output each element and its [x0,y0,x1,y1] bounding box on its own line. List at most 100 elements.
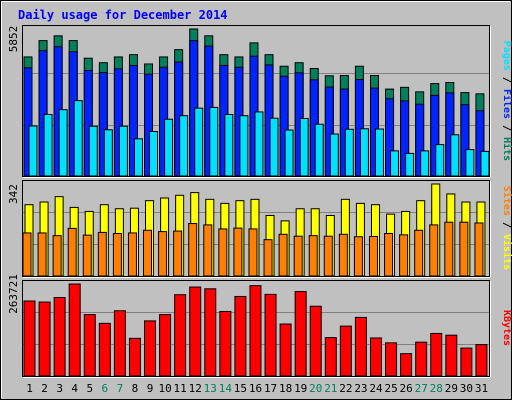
bar-kbytes [83,314,96,377]
bar-kbytes [430,332,443,377]
bar-pages [284,129,294,177]
bar-group-day-31 [475,344,488,377]
bar-group-day-4 [68,40,83,177]
bar-group-day-9 [144,63,159,177]
bar-group-day-27 [415,91,430,177]
bar-kbytes [339,325,352,377]
bar-group-day-24 [369,337,382,377]
x-tick-label: 22 [339,382,352,395]
bar-group-day-2 [38,301,51,377]
bar-group-day-24 [368,204,380,277]
bar-pages [239,115,249,177]
bar-files [113,68,123,177]
bar-pages [209,106,219,177]
bar-group-day-22 [339,325,352,377]
x-tick-label: 9 [147,382,154,395]
bar-group-day-13 [203,198,215,277]
bar-group-day-12 [189,286,202,377]
bar-pages [133,138,143,177]
bar-group-day-28 [429,183,441,277]
legend-separator: / [501,216,512,234]
panel-1: 5852 Pages / Files / Hits [7,25,512,178]
bar-group-day-19 [293,208,305,277]
bar-sites [158,231,168,277]
bar-kbytes [38,301,51,377]
x-tick-label: 11 [174,382,187,395]
bar-kbytes [385,342,398,377]
bar-files [415,103,425,177]
bar-kbytes [249,285,262,377]
bar-group-day-11 [174,294,187,377]
bar-sites [459,221,469,277]
bar-group-day-29 [444,193,456,277]
panel-3: 263721 KBytes [7,274,512,378]
bar-kbytes [415,341,428,377]
x-tick-label: 20 [309,382,322,395]
x-tick-label: 14 [219,382,233,395]
bar-sites [143,229,153,277]
bar-group-day-3 [52,196,64,277]
bar-kbytes [53,297,66,377]
bar-sites [112,232,122,277]
bar-files [98,72,108,177]
bar-group-day-26 [400,353,413,377]
bar-group-day-10 [159,56,174,177]
bar-sites [173,230,183,277]
bar-group-day-17 [263,214,275,277]
bar-group-day-29 [445,334,458,377]
bar-group-day-4 [67,206,79,277]
bar-sites [399,234,409,277]
bar-group-day-10 [158,197,170,277]
x-tick-label: 13 [204,382,217,395]
bar-group-day-31 [475,93,490,177]
bar-pages [450,134,460,177]
x-tick-label: 27 [415,382,428,395]
bar-group-day-9 [144,320,157,377]
x-tick-label: 12 [189,382,202,395]
bar-pages [390,150,400,177]
bar-group-day-11 [173,194,185,277]
bar-group-day-23 [354,65,369,177]
bar-group-day-1 [23,300,36,377]
bar-kbytes [128,337,141,377]
x-tick-label: 23 [354,382,367,395]
x-tick-labels: 1 2 3 4 5 6 7 8 9 10 11 12 13 14 15 16 17 18 19 20 21 22 23 24 2… [26,382,488,395]
bar-group-day-28 [430,332,443,377]
bar-kbytes [279,323,292,377]
bar-pages [405,152,415,177]
bar-group-day-27 [414,200,426,277]
bar-group-day-7 [113,56,128,177]
bar-kbytes [98,322,111,377]
bar-group-day-14 [219,310,232,377]
bar-sites [218,228,228,277]
bar-group-day-12 [188,192,200,277]
bar-sites [248,228,258,277]
bar-sites [188,223,198,277]
bar-group-day-26 [400,86,415,177]
bar-files [430,94,440,177]
bar-group-day-7 [112,208,124,277]
bar-kbytes [204,288,217,377]
bar-files [400,100,410,177]
bar-sites [37,232,47,277]
bar-group-day-18 [279,65,294,177]
bar-group-day-29 [445,82,460,177]
bar-files [23,67,33,177]
bar-sites [429,224,439,277]
bar-files [38,50,48,177]
bar-group-day-6 [98,62,113,177]
bar-group-day-23 [353,202,365,277]
x-tick-label: 24 [369,382,383,395]
bar-group-day-19 [294,291,307,377]
x-tick-label: 10 [158,382,171,395]
bar-files [324,86,334,177]
bar-group-day-23 [354,316,367,377]
legend: KBytes [501,310,512,346]
bar-group-day-28 [430,83,445,177]
legend-entry-kbytes: KBytes [501,310,512,346]
bar-pages [43,113,53,177]
bar-group-day-7 [113,310,126,377]
bar-sites [414,229,424,277]
panel-2: 342 Sites / Visits [7,180,512,278]
